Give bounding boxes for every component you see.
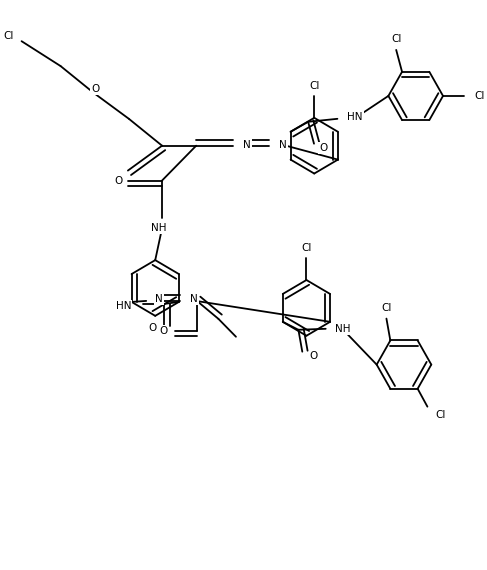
Text: HN: HN <box>347 112 363 122</box>
Text: O: O <box>319 142 328 153</box>
Text: HN: HN <box>115 301 131 311</box>
Text: NH: NH <box>336 324 351 334</box>
Text: Cl: Cl <box>3 31 14 41</box>
Text: O: O <box>149 323 157 333</box>
Text: Cl: Cl <box>309 81 319 91</box>
Text: Cl: Cl <box>391 34 401 44</box>
Text: N: N <box>243 140 251 150</box>
Text: Cl: Cl <box>435 410 446 420</box>
Text: O: O <box>114 176 122 185</box>
Text: O: O <box>160 326 168 336</box>
Text: Cl: Cl <box>301 243 312 253</box>
Text: N: N <box>279 140 287 150</box>
Text: Cl: Cl <box>474 91 485 101</box>
Text: N: N <box>190 294 198 304</box>
Text: NH: NH <box>151 223 167 233</box>
Text: O: O <box>114 173 122 184</box>
Text: O: O <box>92 84 100 94</box>
Text: O: O <box>310 351 318 361</box>
Text: N: N <box>155 294 163 304</box>
Text: Cl: Cl <box>381 303 392 312</box>
